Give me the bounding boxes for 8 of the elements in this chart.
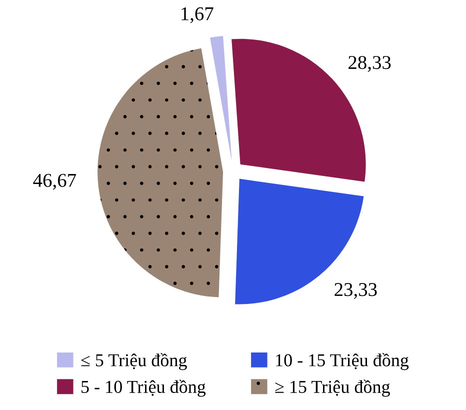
data-label: 1,67 [182, 7, 214, 24]
legend-label: 10 - 15 Triệu đồng [276, 353, 409, 370]
legend-label: 5 - 10 Triệu đồng [82, 380, 206, 397]
data-label: 28,33 [348, 56, 391, 72]
data-label: 23,33 [334, 283, 377, 299]
legend-label: ≥ 15 Triệu đồng [275, 380, 390, 397]
legend-label: ≤ 5 Triệu đồng [81, 353, 187, 370]
data-label: 46,67 [33, 174, 76, 190]
